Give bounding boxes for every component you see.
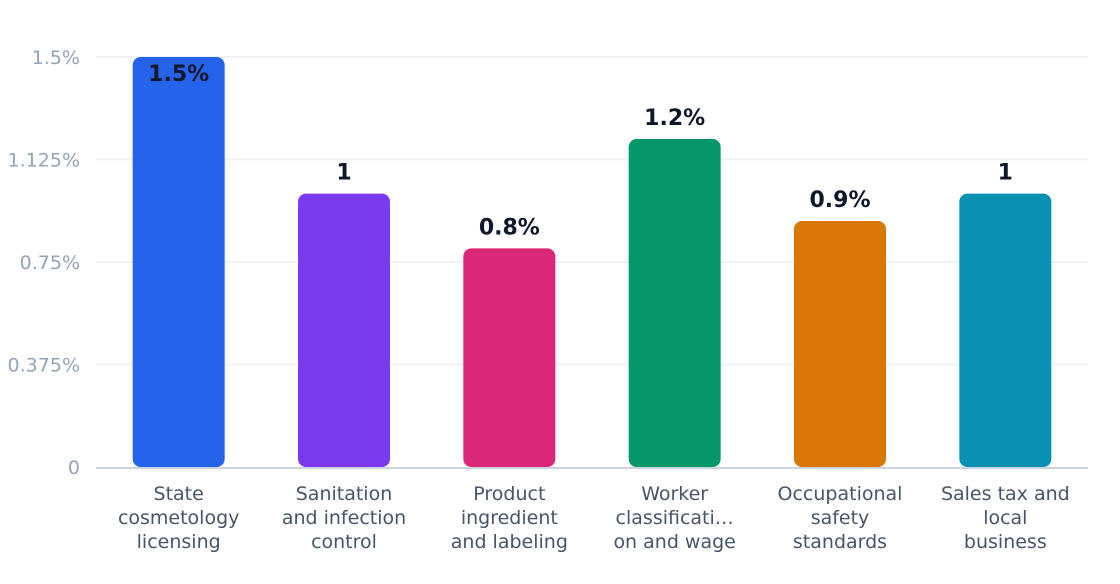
x-tick-label: ingredient xyxy=(461,507,558,529)
x-tick-label: licensing xyxy=(137,531,221,553)
x-tick-label: control xyxy=(311,531,377,553)
data-label: 0.8% xyxy=(479,215,540,240)
x-tick-label: safety xyxy=(811,507,870,529)
x-tick-label: Occupational xyxy=(778,483,903,505)
x-tick-label: business xyxy=(964,531,1047,553)
y-tick-label: 1.5% xyxy=(32,47,80,69)
x-tick-label: Product xyxy=(473,483,545,505)
data-label: 1.5% xyxy=(148,62,209,87)
x-tick-label: classificati… xyxy=(616,507,734,529)
x-tick-label: Sales tax and xyxy=(941,483,1070,505)
data-label: 1.2% xyxy=(644,106,705,131)
x-tick-label: Sanitation xyxy=(296,483,393,505)
y-tick-label: 0.75% xyxy=(20,252,80,274)
data-labels: 1.5% 1 0.8% 1.2% 0.9% 1 xyxy=(148,62,1013,240)
x-tick-label: State xyxy=(154,483,204,505)
data-label: 0.9% xyxy=(809,188,870,213)
bar xyxy=(959,193,1052,467)
x-tick-label: and infection xyxy=(282,507,406,529)
x-tick-label: on and wage xyxy=(613,531,735,553)
bar xyxy=(463,248,556,467)
data-label: 1 xyxy=(998,161,1013,186)
y-tick-label: 1.125% xyxy=(8,150,80,172)
bar xyxy=(794,221,886,467)
x-tick-label: local xyxy=(983,507,1027,529)
bar xyxy=(628,139,721,467)
x-tick-label: and labeling xyxy=(451,531,568,553)
bar xyxy=(298,193,390,467)
x-tick-label: Worker xyxy=(641,483,708,505)
bars xyxy=(132,57,1052,467)
y-tick-label: 0.375% xyxy=(8,355,80,377)
bar xyxy=(132,57,225,467)
y-tick-label: 0 xyxy=(68,457,80,479)
x-tick-label: standards xyxy=(793,531,887,553)
x-tick-label: cosmetology xyxy=(118,507,239,529)
gridlines xyxy=(96,56,1088,366)
y-axis-ticks: 0 0.375% 0.75% 1.125% 1.5% xyxy=(8,47,80,479)
data-label: 1 xyxy=(336,161,351,186)
